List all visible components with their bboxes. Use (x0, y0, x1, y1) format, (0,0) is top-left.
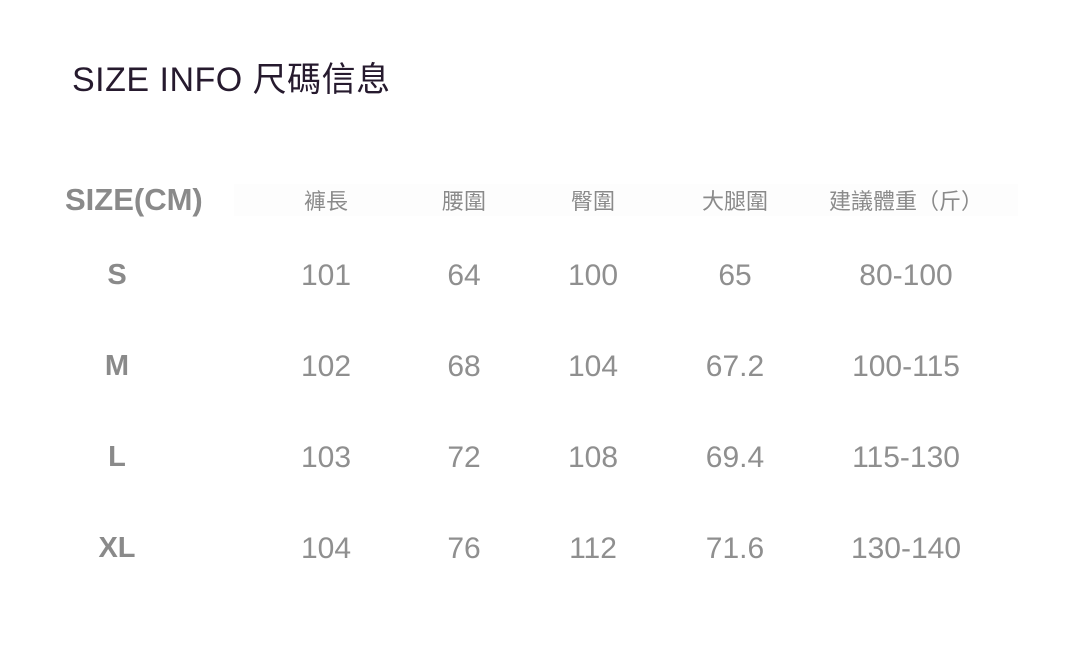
table-header-row: SIZE(CM) 褲長 腰圍 臀圍 大腿圍 建議體重（斤） (0, 170, 1080, 230)
value-hip: 104 (567, 349, 619, 383)
table-row-l: L 103 72 108 69.4 115-130 (0, 412, 1080, 503)
value-hip: 108 (567, 440, 619, 474)
value-thigh: 67.2 (705, 349, 765, 383)
table-row-m: M 102 68 104 67.2 100-115 (0, 321, 1080, 412)
size-label: M (104, 350, 130, 382)
column-header-suggested-weight: 建議體重（斤） (794, 184, 1018, 216)
value-pant-length: 104 (300, 531, 352, 565)
size-table: SIZE(CM) 褲長 腰圍 臀圍 大腿圍 建議體重（斤） S 101 64 1… (0, 170, 1080, 594)
value-pant-length: 101 (300, 258, 352, 292)
value-waist: 76 (447, 531, 481, 565)
value-waist: 68 (447, 349, 481, 383)
value-waist: 72 (447, 440, 481, 474)
column-header-thigh: 大腿圍 (676, 184, 794, 216)
value-thigh: 65 (718, 258, 752, 292)
value-pant-length: 102 (300, 349, 352, 383)
value-suggested-weight: 80-100 (859, 258, 953, 292)
column-header-waist: 腰圍 (418, 184, 510, 216)
value-hip: 112 (569, 531, 617, 565)
value-suggested-weight: 100-115 (852, 349, 960, 383)
column-header-pant-length: 褲長 (234, 184, 418, 216)
value-pant-length: 103 (300, 440, 352, 474)
column-header-hip: 臀圍 (510, 184, 676, 216)
value-hip: 100 (567, 258, 619, 292)
table-row-s: S 101 64 100 65 80-100 (0, 230, 1080, 321)
size-label: S (107, 259, 127, 291)
column-header-size: SIZE(CM) (65, 182, 203, 217)
value-thigh: 69.4 (705, 440, 765, 474)
value-waist: 64 (447, 258, 481, 292)
value-suggested-weight: 115-130 (852, 440, 960, 474)
size-label: XL (98, 532, 136, 564)
page-title: SIZE INFO 尺碼信息 (72, 61, 391, 99)
table-row-xl: XL 104 76 112 71.6 130-140 (0, 503, 1080, 594)
size-label: L (108, 441, 126, 473)
value-thigh: 71.6 (705, 531, 765, 565)
value-suggested-weight: 130-140 (850, 531, 962, 565)
